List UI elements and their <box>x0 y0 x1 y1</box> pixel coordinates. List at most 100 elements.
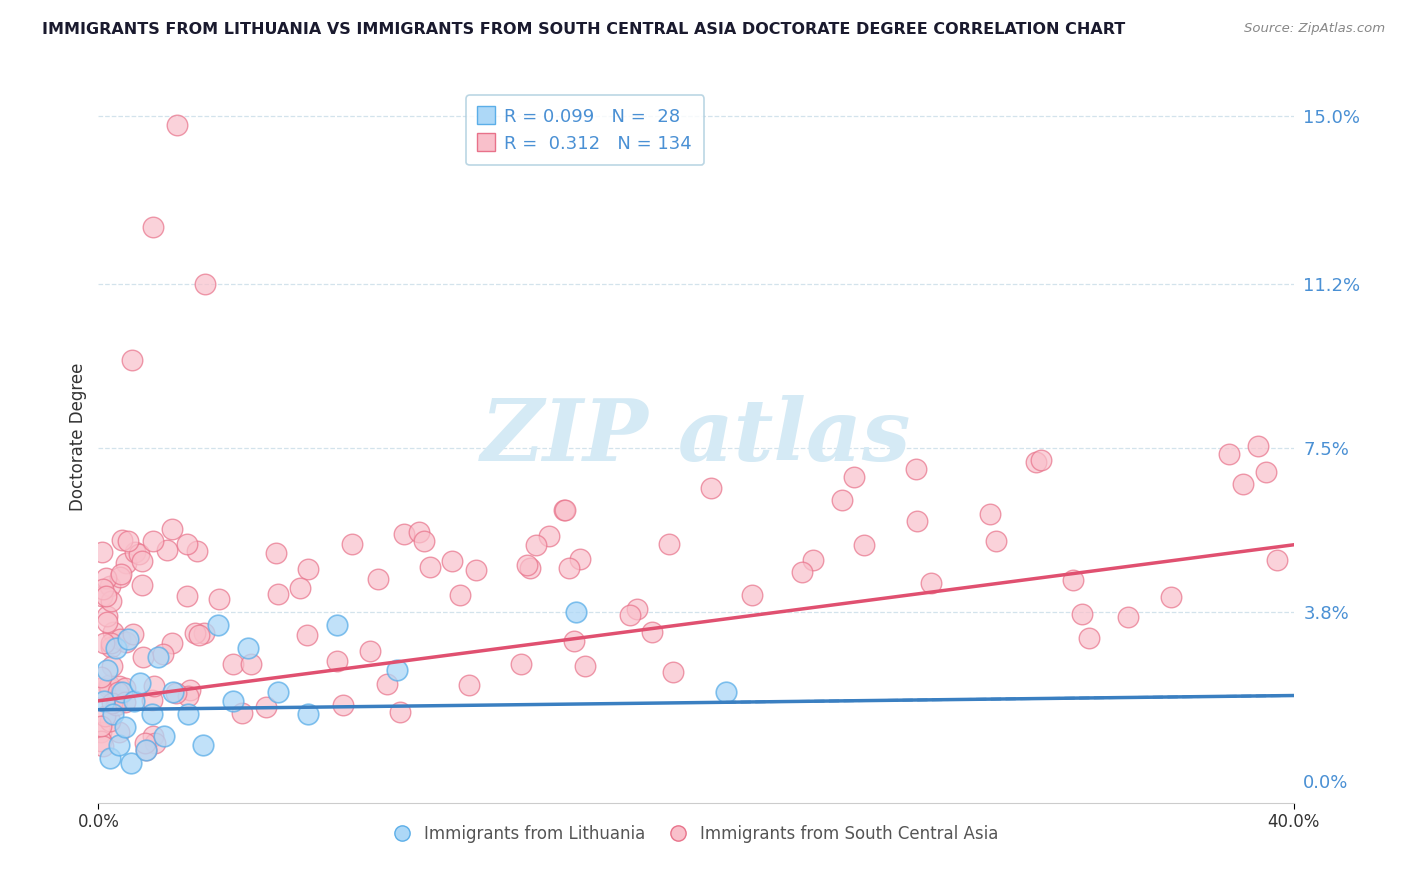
Point <box>569 552 592 566</box>
Point <box>1029 453 1052 467</box>
Point <box>979 507 1001 521</box>
Point <box>267 587 290 601</box>
Point <box>114 721 136 735</box>
Point <box>558 560 581 574</box>
Point <box>554 502 576 516</box>
Point <box>1116 610 1139 624</box>
Point <box>108 724 131 739</box>
Point <box>332 698 354 713</box>
Point <box>91 589 114 603</box>
Point <box>100 658 122 673</box>
Point <box>1070 607 1092 621</box>
Point <box>1025 455 1047 469</box>
Point <box>152 647 174 661</box>
Point <box>98 714 121 728</box>
Point <box>90 681 112 695</box>
Point <box>367 572 389 586</box>
Point <box>135 742 157 756</box>
Point <box>142 534 165 549</box>
Point <box>465 563 488 577</box>
Point <box>904 461 927 475</box>
Point <box>458 678 481 692</box>
Point <box>96 615 118 629</box>
Point <box>131 554 153 568</box>
Point <box>662 665 685 680</box>
Point <box>97 678 120 692</box>
Text: IMMIGRANTS FROM LITHUANIA VS IMMIGRANTS FROM SOUTH CENTRAL ASIA DOCTORATE DEGREE: IMMIGRANTS FROM LITHUANIA VS IMMIGRANTS … <box>42 22 1125 37</box>
Point <box>553 503 575 517</box>
Point <box>141 707 163 722</box>
Point <box>108 570 131 584</box>
Point <box>831 493 853 508</box>
Point <box>1254 465 1277 479</box>
Point <box>129 676 152 690</box>
Point <box>117 632 139 646</box>
Point <box>100 697 122 711</box>
Point <box>111 533 134 547</box>
Point <box>114 634 136 648</box>
Point <box>107 685 129 699</box>
Point <box>98 751 122 765</box>
Point <box>176 590 198 604</box>
Point <box>122 627 145 641</box>
Point <box>111 685 134 699</box>
Point <box>1077 631 1099 645</box>
Point <box>516 558 538 573</box>
Point <box>264 546 287 560</box>
Point <box>519 561 541 575</box>
Point <box>94 589 117 603</box>
Point <box>141 693 163 707</box>
Point <box>267 685 290 699</box>
Point <box>413 533 436 548</box>
Point <box>100 579 122 593</box>
Point <box>91 739 114 754</box>
Point <box>641 624 664 639</box>
Point <box>160 522 183 536</box>
Point <box>658 537 681 551</box>
Point <box>143 679 166 693</box>
Text: Source: ZipAtlas.com: Source: ZipAtlas.com <box>1244 22 1385 36</box>
Point <box>142 729 165 743</box>
Point <box>699 481 721 495</box>
Point <box>408 524 430 539</box>
Point <box>619 607 641 622</box>
Point <box>103 707 125 722</box>
Point <box>160 636 183 650</box>
Point <box>1218 448 1240 462</box>
Point <box>188 628 211 642</box>
Point <box>441 554 464 568</box>
Point <box>986 533 1008 548</box>
Point <box>91 545 114 559</box>
Point <box>97 681 120 695</box>
Point <box>1160 591 1182 605</box>
Point <box>105 698 128 713</box>
Point <box>194 277 217 292</box>
Point <box>1062 573 1084 587</box>
Point <box>565 605 588 619</box>
Point <box>134 736 156 750</box>
Point <box>121 352 143 367</box>
Point <box>295 628 318 642</box>
Point <box>394 527 416 541</box>
Point <box>790 565 813 579</box>
Point <box>844 469 866 483</box>
Point <box>100 636 122 650</box>
Point <box>207 592 229 607</box>
Point <box>93 694 115 708</box>
Point <box>186 543 208 558</box>
Point <box>117 533 139 548</box>
Point <box>162 685 184 699</box>
Point <box>96 609 118 624</box>
Point <box>222 694 245 708</box>
Point <box>852 538 875 552</box>
Point <box>124 694 146 708</box>
Point <box>165 686 187 700</box>
Point <box>231 706 253 720</box>
Point <box>179 682 201 697</box>
Point <box>142 219 165 234</box>
Point <box>90 724 112 739</box>
Point <box>100 640 122 655</box>
Point <box>510 657 533 671</box>
Point <box>419 560 441 574</box>
Point <box>538 529 561 543</box>
